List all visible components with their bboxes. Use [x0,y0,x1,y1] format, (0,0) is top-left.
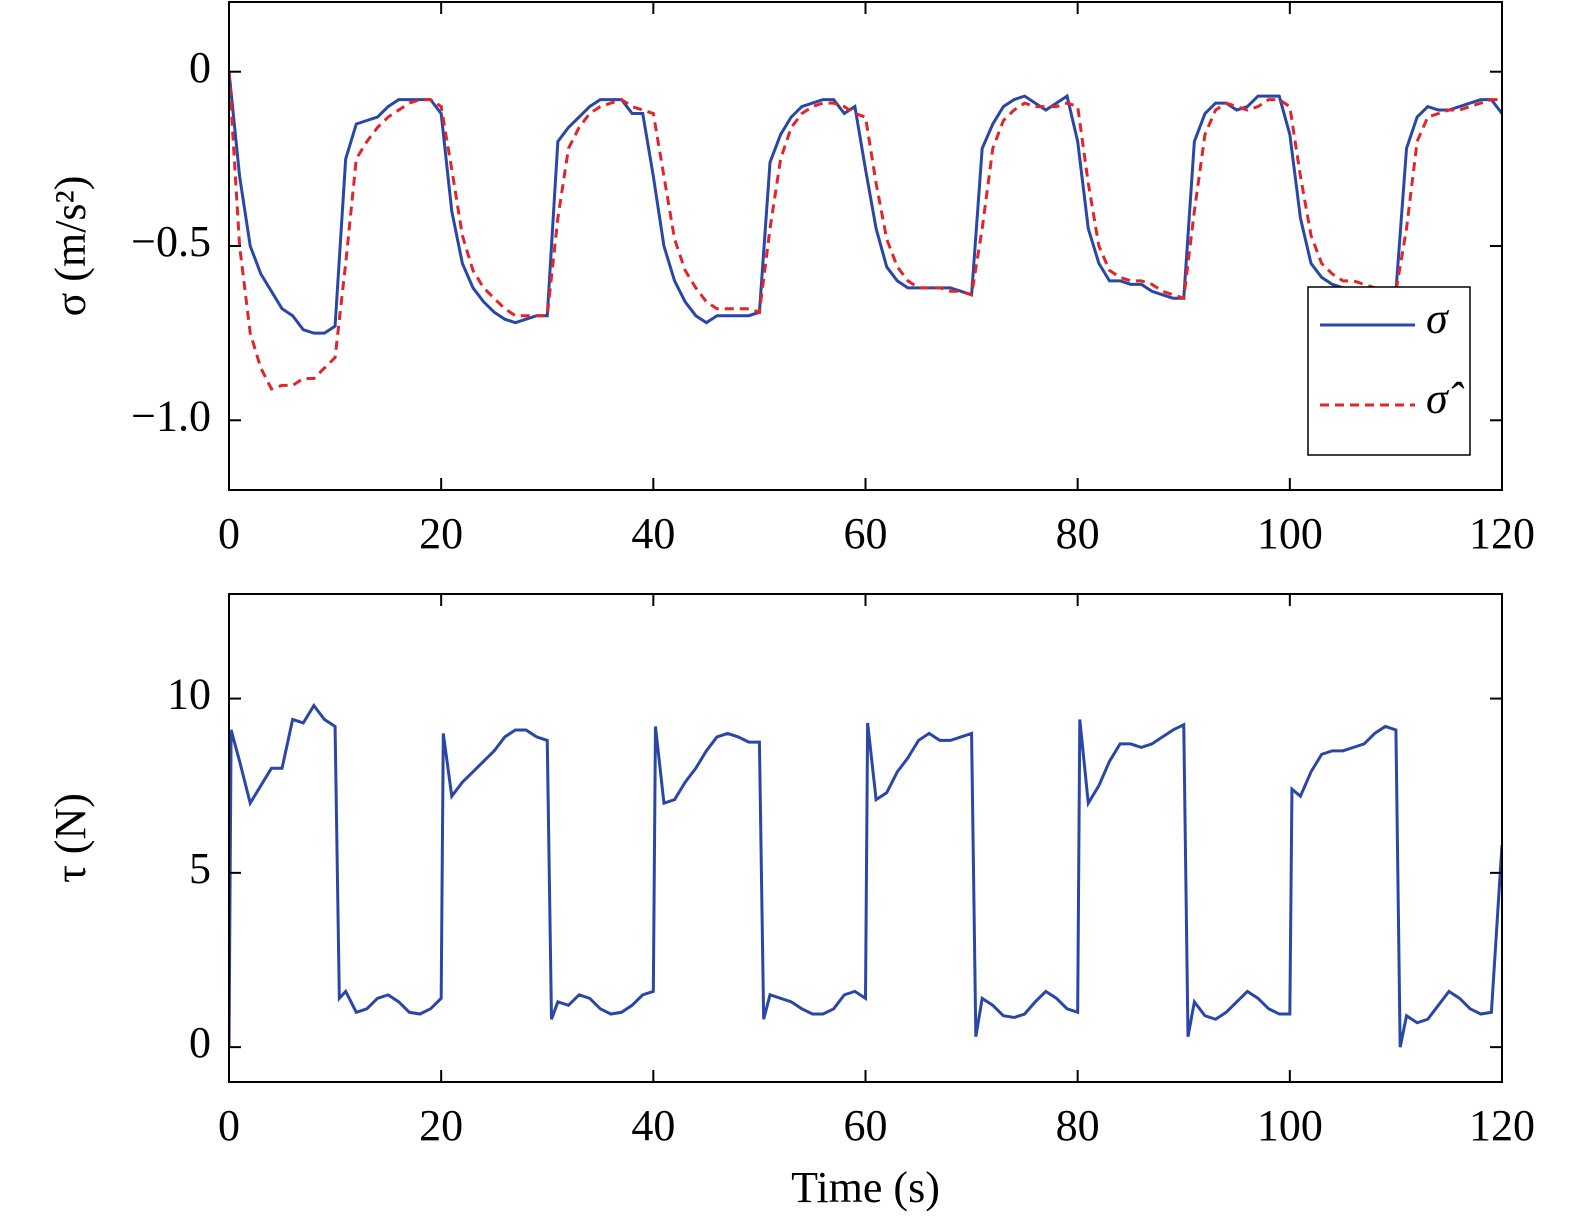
y-tick-label: 5 [189,844,211,893]
y-tick-label: 10 [167,670,211,719]
x-tick-label: 0 [218,509,240,558]
y-tick-label: −0.5 [131,217,211,266]
legend-box [1307,286,1471,456]
y-axis-label: σ (m/s²) [46,176,95,317]
x-tick-label: 60 [844,509,888,558]
x-tick-label: 60 [844,1101,888,1150]
x-axis-label: Time (s) [791,1163,940,1212]
y-tick-label: 0 [189,1018,211,1067]
x-tick-label: 40 [631,1101,675,1150]
x-tick-label: 120 [1469,1101,1535,1150]
series-line [229,71,1502,335]
x-tick-label: 120 [1469,509,1535,558]
y-tick-label: 0 [189,43,211,92]
series-line [229,702,1502,1048]
x-tick-label: 100 [1257,509,1323,558]
legend-label: σ [1426,294,1450,343]
x-tick-label: 80 [1056,509,1100,558]
legend: σσ̂ [1307,286,1471,456]
x-tick-label: 40 [631,509,675,558]
x-tick-label: 80 [1056,1101,1100,1150]
x-tick-label: 20 [419,509,463,558]
x-tick-label: 100 [1257,1101,1323,1150]
y-axis-label: τ (N) [46,793,95,883]
series-line [229,71,1502,391]
x-tick-label: 0 [218,1101,240,1150]
x-tick-label: 20 [419,1101,463,1150]
y-tick-label: −1.0 [131,391,211,440]
